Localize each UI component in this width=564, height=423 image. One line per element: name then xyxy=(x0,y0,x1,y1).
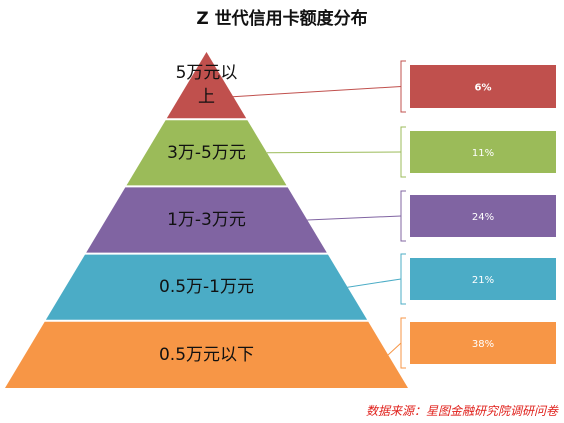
value-label: 11% xyxy=(472,148,494,159)
pyramid-layer xyxy=(166,52,247,119)
connector xyxy=(347,278,402,288)
category-label: 5万元以上 xyxy=(175,63,238,107)
bracket xyxy=(400,190,406,242)
pyramid-layer xyxy=(5,321,408,388)
value-label: 38% xyxy=(472,339,494,350)
value-box xyxy=(410,131,556,173)
category-label: 0.5万元以下 xyxy=(158,344,255,365)
pyramid-layer xyxy=(45,254,368,320)
pyramid-layer xyxy=(126,120,287,186)
bracket xyxy=(400,60,406,113)
connector xyxy=(266,151,402,154)
value-label: 6% xyxy=(475,83,492,94)
value-box xyxy=(410,195,556,237)
bracket xyxy=(400,126,406,178)
bracket xyxy=(400,317,406,369)
source-note: 数据来源：星图金融研究院调研问卷 xyxy=(365,404,558,418)
value-box xyxy=(410,65,556,108)
category-label: 1万-3万元 xyxy=(167,210,246,230)
connector xyxy=(387,342,402,356)
category-label: 0.5万-1万元 xyxy=(159,277,254,298)
value-label: 24% xyxy=(472,212,494,223)
connector xyxy=(226,86,402,98)
value-box xyxy=(410,322,556,364)
category-label: 3万-5万元 xyxy=(167,142,246,163)
chart-title: Z 世代信用卡额度分布 xyxy=(196,9,368,29)
pyramid-layer xyxy=(86,187,327,253)
value-label: 21% xyxy=(472,275,494,286)
bracket xyxy=(400,253,406,305)
connector xyxy=(307,215,402,221)
value-box xyxy=(410,258,556,300)
